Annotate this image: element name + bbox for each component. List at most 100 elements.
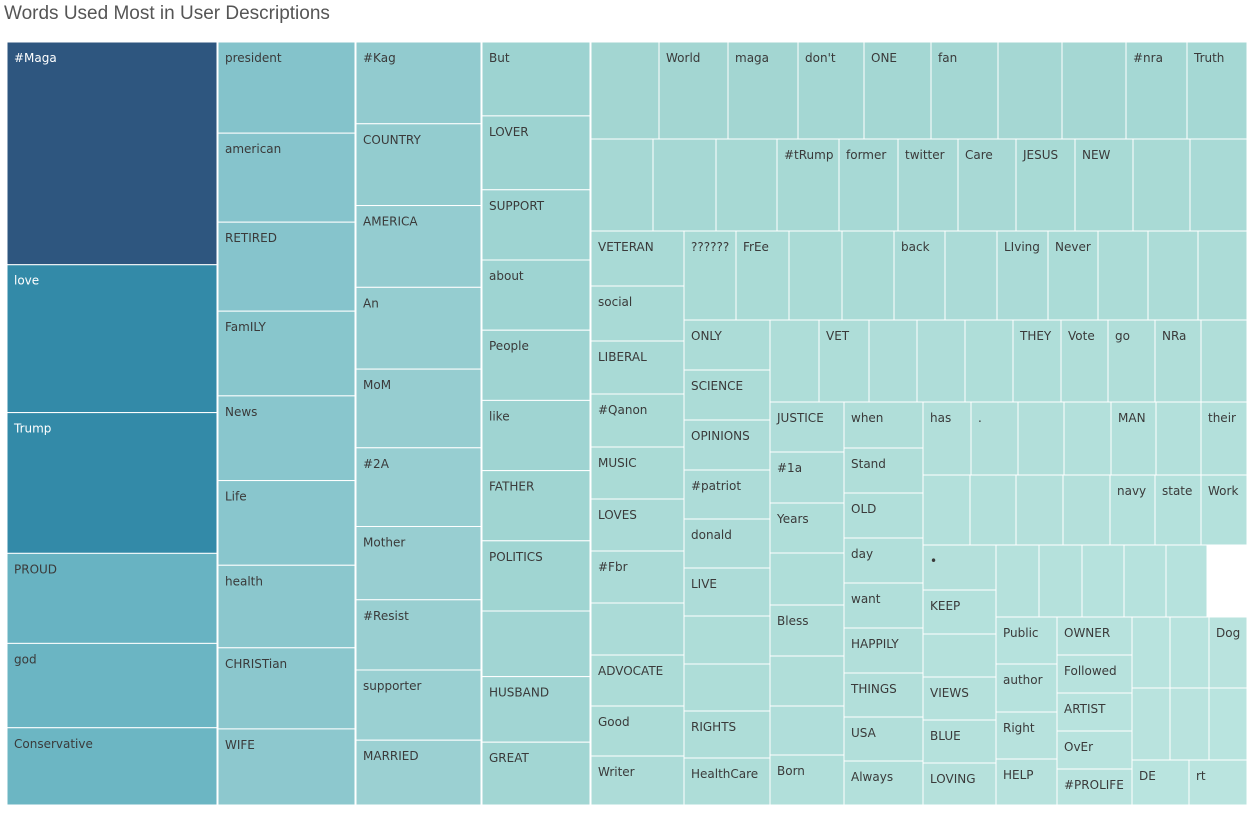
- treemap-tile-keep-131[interactable]: [922, 589, 997, 635]
- treemap-tile-fan-41[interactable]: [930, 41, 999, 140]
- treemap-tile-care-52[interactable]: [957, 138, 1017, 232]
- treemap-tile-author-142[interactable]: [995, 663, 1058, 713]
- treemap-tile-husband-34[interactable]: [481, 676, 591, 743]
- treemap-tile-only-79[interactable]: [683, 319, 771, 371]
- treemap-tile-nra-97[interactable]: [1154, 319, 1202, 403]
- treemap-tile-right-143[interactable]: [995, 711, 1058, 760]
- treemap-tile-donald-83[interactable]: [683, 518, 771, 569]
- treemap-tile-has-116[interactable]: [922, 401, 972, 476]
- treemap-tile-blank-67[interactable]: [1147, 230, 1199, 321]
- treemap-tile-blank-137[interactable]: [1038, 544, 1083, 618]
- treemap-tile-blank-155[interactable]: [1208, 687, 1248, 761]
- treemap-tile-blank-47[interactable]: [652, 138, 717, 232]
- treemap-tile-living-64[interactable]: [996, 230, 1049, 321]
- treemap-tile-prolife-149[interactable]: [1056, 768, 1133, 806]
- treemap-tile-blank-139[interactable]: [1123, 544, 1167, 618]
- treemap-tile-qanon-71[interactable]: [590, 393, 685, 448]
- treemap-tile-de-156[interactable]: [1131, 759, 1190, 806]
- treemap-tile-work-129[interactable]: [1200, 474, 1248, 546]
- treemap-tile-blank-55[interactable]: [1132, 138, 1191, 232]
- treemap-tile-when-107[interactable]: [843, 401, 924, 449]
- treemap-tile-good-77[interactable]: [590, 705, 685, 757]
- treemap-tile-christian-13[interactable]: [217, 647, 356, 730]
- treemap-tile-2a-20[interactable]: [355, 447, 482, 527]
- treemap-tile-politics-32[interactable]: [481, 540, 591, 612]
- treemap-tile-blank-93[interactable]: [964, 319, 1014, 403]
- treemap-tile-mom-19[interactable]: [355, 368, 482, 449]
- treemap-tile-man-120[interactable]: [1110, 401, 1157, 476]
- treemap-tile-blank-124[interactable]: [969, 474, 1017, 546]
- treemap-tile-opinions-81[interactable]: [683, 419, 771, 471]
- treemap-tile-maga-38[interactable]: [727, 41, 799, 140]
- treemap-tile-blank-119[interactable]: [1063, 401, 1112, 476]
- treemap-tile-blank-75[interactable]: [590, 602, 685, 656]
- treemap-tile-truth-45[interactable]: [1186, 41, 1248, 140]
- treemap-tile-liberal-70[interactable]: [590, 340, 685, 395]
- treemap-tile-justice-99[interactable]: [769, 401, 845, 453]
- treemap-tile-blank-102[interactable]: [769, 552, 845, 606]
- treemap-tile-patriot-82[interactable]: [683, 469, 771, 520]
- treemap-tile-blank-98[interactable]: [1200, 319, 1248, 403]
- treemap-tile-science-80[interactable]: [683, 369, 771, 421]
- treemap-tile-rt-157[interactable]: [1188, 759, 1248, 806]
- treemap-tile-world-37[interactable]: [658, 41, 729, 140]
- treemap-tile-blank-125[interactable]: [1015, 474, 1064, 546]
- treemap-tile-president-6[interactable]: [217, 41, 356, 134]
- treemap-tile-blank-136[interactable]: [995, 544, 1040, 618]
- treemap-tile-blue-134[interactable]: [922, 719, 997, 764]
- treemap-tile-blank-153[interactable]: [1131, 687, 1171, 761]
- treemap-tile-trump-49[interactable]: [776, 138, 840, 232]
- treemap-tile-things-113[interactable]: [843, 672, 924, 718]
- treemap-tile-blank-150[interactable]: [1131, 616, 1171, 689]
- treemap-tile-rights-87[interactable]: [683, 710, 771, 759]
- treemap-tile-writer-78[interactable]: [590, 755, 685, 806]
- treemap-tile-advocate-76[interactable]: [590, 654, 685, 707]
- treemap-tile-blank-46[interactable]: [590, 138, 654, 232]
- treemap-tile-day-110[interactable]: [843, 537, 924, 584]
- treemap-tile-married-24[interactable]: [355, 739, 482, 806]
- treemap-tile-views-133[interactable]: [922, 676, 997, 721]
- treemap-tile-1a-100[interactable]: [769, 451, 845, 504]
- treemap-tile-always-115[interactable]: [843, 760, 924, 806]
- treemap-tile-blank-60[interactable]: [788, 230, 843, 321]
- treemap-tile-state-128[interactable]: [1154, 474, 1202, 546]
- treemap-tile-blank-126[interactable]: [1062, 474, 1111, 546]
- treemap-tile-family-9[interactable]: [217, 310, 356, 397]
- treemap-tile-blank-154[interactable]: [1169, 687, 1210, 761]
- treemap-tile-bless-103[interactable]: [769, 604, 845, 657]
- treemap-tile-followed-146[interactable]: [1056, 654, 1133, 694]
- treemap-tile-twitter-51[interactable]: [897, 138, 959, 232]
- treemap-tile-blank-66[interactable]: [1097, 230, 1149, 321]
- treemap-tile-conservative-5[interactable]: [6, 727, 218, 806]
- treemap-tile-blank-86[interactable]: [683, 663, 771, 712]
- treemap-tile-social-69[interactable]: [590, 285, 685, 342]
- treemap-tile-blank-92[interactable]: [916, 319, 966, 403]
- treemap-tile-about-28[interactable]: [481, 259, 591, 331]
- treemap-tile-blank-42[interactable]: [997, 41, 1063, 140]
- treemap-tile-blank-138[interactable]: [1081, 544, 1125, 618]
- treemap-tile-maga-0[interactable]: [6, 41, 218, 266]
- treemap-tile-former-50[interactable]: [838, 138, 899, 232]
- treemap-tile-retired-8[interactable]: [217, 221, 356, 312]
- treemap-tile-country-16[interactable]: [355, 123, 482, 207]
- treemap-tile-want-111[interactable]: [843, 582, 924, 629]
- treemap-tile-vet-90[interactable]: [818, 319, 870, 403]
- treemap-tile-blank-140[interactable]: [1165, 544, 1208, 618]
- treemap-tile-resist-22[interactable]: [355, 599, 482, 671]
- treemap-tile-live-84[interactable]: [683, 567, 771, 617]
- treemap-tile-proud-3[interactable]: [6, 552, 218, 644]
- treemap-tile-blank-85[interactable]: [683, 615, 771, 665]
- treemap-tile-lover-26[interactable]: [481, 115, 591, 191]
- treemap-tile-loves-73[interactable]: [590, 498, 685, 552]
- treemap-tile-blank-43[interactable]: [1061, 41, 1127, 140]
- treemap-tile-kag-15[interactable]: [355, 41, 482, 125]
- treemap-tile-years-101[interactable]: [769, 502, 845, 554]
- treemap-tile-blank-89[interactable]: [769, 319, 820, 403]
- treemap-tile-god-4[interactable]: [6, 642, 218, 729]
- treemap-tile-blank-63[interactable]: [944, 230, 998, 321]
- treemap-tile-they-94[interactable]: [1012, 319, 1062, 403]
- treemap-tile-blank-36[interactable]: [590, 41, 660, 140]
- treemap-tile-support-27[interactable]: [481, 189, 591, 261]
- treemap-tile-blank-118[interactable]: [1017, 401, 1065, 476]
- treemap-tile-wife-14[interactable]: [217, 728, 356, 806]
